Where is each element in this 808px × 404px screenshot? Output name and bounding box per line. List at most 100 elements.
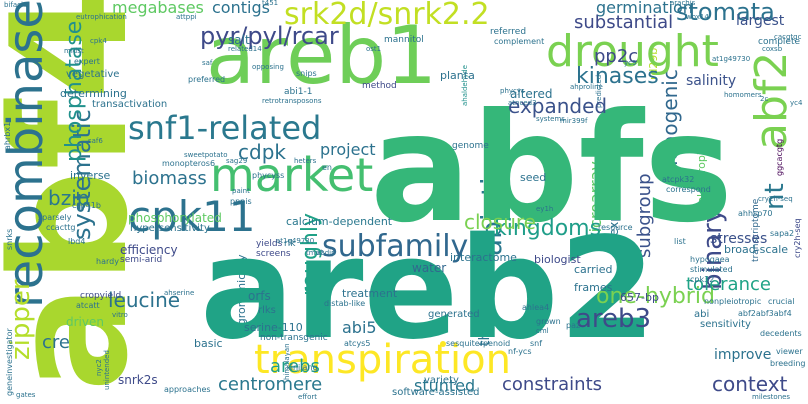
word-genome: genome: [452, 141, 489, 151]
word-pp2c: pp2c: [594, 46, 639, 67]
word-t451: t451: [262, 0, 279, 7]
word-tolerance: tolerance: [686, 274, 771, 295]
word-inverse: inverse: [70, 169, 111, 182]
word-carried: carried: [574, 263, 613, 276]
word-en: en: [322, 163, 332, 172]
word-expanded: expanded: [508, 94, 608, 118]
word-project: project: [320, 140, 376, 159]
word-ggcacgtg: ggcacgtg: [775, 138, 784, 176]
word-drought: drought: [546, 26, 719, 77]
word-wox14: wox14: [686, 13, 709, 21]
word-geneinvestigator: geneinvestigator: [5, 328, 14, 396]
word-snrks: snrks: [5, 228, 14, 250]
word-pyr-pyl-rcar: pyr/pyl/rcar: [200, 22, 339, 50]
word-germination: germination: [596, 0, 693, 17]
word-atcys5: atcys5: [344, 339, 371, 348]
word-csp41b: csp41b: [72, 201, 101, 210]
word-crop: cropyield: [80, 291, 122, 301]
word-sesquiterpenoid: sesquiterpenoid: [446, 339, 511, 348]
word-saf: saf: [202, 59, 213, 67]
word-preferred: preferred: [188, 75, 226, 84]
word-abfs: abfs: [370, 82, 734, 256]
word-ey1h: ey1h: [536, 205, 554, 213]
word-altered: altered: [510, 87, 553, 101]
word-treatment: treatment: [342, 287, 398, 300]
word-ost1: ost1: [366, 45, 382, 53]
word-constraints: constraints: [502, 374, 603, 395]
word-at1g49730: at1g49730: [276, 237, 315, 245]
word-eutrophication: eutrophication: [76, 13, 127, 21]
word-657-bp: 657-bp: [620, 291, 659, 304]
word-biologist: biologist: [534, 253, 581, 266]
word-paint: paint: [232, 187, 250, 195]
word-generated: generated: [428, 309, 480, 320]
word-planta: planta: [440, 69, 475, 82]
word-ahlea4: ahlea4: [522, 303, 550, 312]
word-kingdoms: kingdoms: [494, 216, 602, 241]
word-subfamily: subfamily: [322, 229, 469, 264]
word-nyc2: nyc2: [95, 359, 103, 376]
word-systems: systems: [536, 115, 565, 123]
word-monopteros6: monopteros6: [162, 159, 216, 168]
word-one-hybrid: one-hybrid: [596, 284, 715, 309]
word-bifacial: bifacial: [4, 1, 30, 9]
word-non-transgenic: non-transgenic: [260, 333, 328, 343]
word-correspond: correspond: [666, 185, 711, 194]
word-complement: complement: [494, 37, 545, 46]
word-closure: closure: [464, 210, 536, 234]
word-largest: largest: [736, 13, 785, 29]
word-snf: snf: [530, 339, 543, 348]
word-broad-scale: broad-scale: [724, 243, 789, 256]
word-ahhsp70: ahhsp70: [738, 209, 773, 218]
word-atcatt: atcatt: [76, 301, 100, 310]
word-stresses: stresses: [710, 231, 768, 247]
word-complete: complete: [758, 37, 801, 47]
word-ahrbx1: ahrbx1: [3, 121, 12, 150]
word-attppi: attppi: [176, 13, 197, 21]
word-method: method: [362, 81, 397, 91]
word-srk2d-snrk2-2: srk2d/snrk2.2: [284, 0, 490, 32]
word-water: water: [412, 261, 447, 275]
word-list: list: [674, 237, 686, 246]
word-decedents: decedents: [760, 329, 802, 338]
word-salt: salt: [228, 33, 250, 47]
word-viewer: viewer: [776, 347, 803, 356]
word-paz: paz: [566, 321, 581, 330]
word-cacgtgc: cacgtgc: [774, 33, 802, 41]
word-market: market: [210, 148, 374, 202]
word-resource: resource: [598, 223, 633, 232]
word-interactome: interactome: [450, 251, 517, 264]
word-mannitol: mannitol: [384, 35, 424, 45]
word-gates: gates: [16, 391, 36, 399]
word-snf1-related: snf1-related: [128, 109, 322, 147]
word-atcpk32: atcpk32: [662, 175, 695, 184]
word-seed: seed: [520, 171, 547, 184]
word-variety: variety: [424, 375, 459, 386]
word-sapa2: sapa2: [770, 229, 795, 238]
word-grown: grown: [536, 317, 561, 326]
word-abf2abf3abf4: abf2abf3abf4: [738, 309, 792, 318]
word-ccacttg: ccacttg: [46, 223, 76, 232]
word-unintended: unintended: [103, 350, 111, 390]
word-nonpleiotropic: nonpleiotropic: [704, 297, 762, 306]
word-rlk: rlk: [284, 239, 296, 249]
word-cpk32: cpk32: [690, 275, 715, 284]
word-retrotransposons: retrotransposons: [262, 97, 322, 105]
word-distab-like: distab-like: [324, 299, 366, 308]
word-heters: heters: [294, 157, 317, 165]
bullet-dot: [440, 341, 446, 347]
word-arebs: arebs: [270, 356, 320, 377]
word-yields: yields: [256, 239, 283, 249]
word-improve: improve: [714, 347, 772, 363]
word-yc4: yc4: [790, 99, 803, 107]
word-calcium-dependent: calcium-dependent: [286, 215, 393, 228]
word-hardy: hardy: [96, 257, 119, 266]
word-semi-arid: semi-arid: [120, 255, 163, 265]
word-abi1-1: abi1-1: [284, 87, 313, 97]
word-transactivation: transactivation: [92, 99, 168, 110]
word-sweetpotato: sweetpotato: [184, 151, 228, 159]
word-salinity: salinity: [686, 73, 737, 89]
word-areb1: areb1: [206, 9, 438, 102]
word-cpk4: cpk4: [90, 37, 107, 45]
